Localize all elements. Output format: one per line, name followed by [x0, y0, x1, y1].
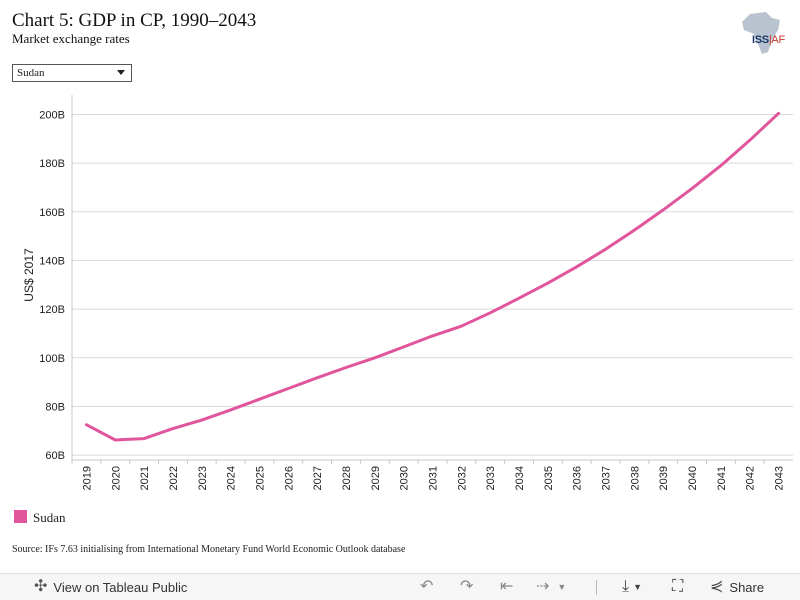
view-on-tableau-button[interactable]: ✣ View on Tableau Public [34, 578, 188, 595]
data-point[interactable] [571, 261, 583, 273]
data-point[interactable] [455, 320, 467, 332]
iss-logo: ISS|AF [752, 34, 785, 46]
y-tick-label: 140B [39, 255, 65, 267]
x-tick-label: 2040 [687, 466, 699, 490]
legend-swatch-sudan [14, 510, 27, 523]
redo-button[interactable]: ↷ [460, 579, 473, 595]
y-axis-label: US$ 2017 [22, 248, 36, 302]
data-point[interactable] [196, 414, 208, 426]
x-tick-label: 2033 [485, 466, 497, 490]
download-icon: ⤓ [622, 578, 630, 595]
tableau-logo-icon: ✣ [34, 578, 48, 595]
country-filter-value: Sudan [17, 67, 45, 79]
data-point[interactable] [167, 423, 179, 435]
data-point[interactable] [340, 362, 352, 374]
x-tick-label: 2020 [110, 466, 122, 490]
x-tick-label: 2039 [658, 466, 670, 490]
data-point[interactable] [657, 204, 669, 216]
data-point[interactable] [513, 292, 525, 304]
refresh-icon: ⇢ [536, 578, 550, 595]
y-tick-label: 60B [45, 450, 65, 462]
y-tick-label: 200B [39, 109, 65, 121]
data-point[interactable] [715, 160, 727, 172]
series-layer [80, 107, 785, 446]
download-button[interactable]: ⤓ ▼ [622, 578, 642, 595]
chart-title: Chart 5: GDP in CP, 1990–2043 [12, 10, 257, 31]
x-tick-label: 2027 [312, 466, 324, 490]
chart-subtitle: Market exchange rates [12, 31, 130, 46]
x-tick-label: 2029 [370, 466, 382, 490]
redo-icon: ↷ [460, 578, 474, 595]
x-tick-label: 2034 [514, 466, 526, 490]
y-tick-label: 120B [39, 304, 65, 316]
tableau-toolbar: ✣ View on Tableau Public ↶ ↷ ⇤ ⇢ ▼ ⤓ ▼ ⛶ ⋞… [0, 573, 800, 600]
y-tick-label: 180B [39, 158, 65, 170]
x-tick-label: 2019 [81, 466, 93, 490]
data-point[interactable] [542, 277, 554, 289]
chevron-down-icon [117, 70, 125, 75]
data-point[interactable] [628, 224, 640, 236]
data-point[interactable] [80, 419, 92, 431]
series-line-sudan[interactable] [84, 111, 781, 442]
x-tick-label: 2031 [428, 466, 440, 490]
x-tick-label: 2021 [139, 466, 151, 490]
data-point[interactable] [109, 434, 121, 446]
x-tick-label: 2043 [774, 466, 786, 490]
x-tick-label: 2022 [168, 466, 180, 490]
x-tick-label: 2035 [543, 466, 555, 490]
source-note: Source: IFs 7.63 initialising from Inter… [12, 544, 406, 555]
fullscreen-icon: ⛶ [672, 578, 684, 595]
refresh-button[interactable]: ⇢ ▼ [536, 578, 567, 595]
y-tick-label: 80B [45, 401, 65, 413]
grid-layer [72, 113, 793, 456]
undo-icon: ↶ [420, 578, 434, 595]
x-tick-label: 2026 [283, 466, 295, 490]
data-point[interactable] [253, 393, 265, 405]
data-point[interactable] [398, 341, 410, 353]
data-point[interactable] [369, 352, 381, 364]
data-point[interactable] [427, 330, 439, 342]
legend-label-sudan: Sudan [33, 510, 66, 525]
data-point[interactable] [600, 243, 612, 255]
data-point[interactable] [138, 433, 150, 445]
gdp-line-chart: 60B 80B 100B 120B 140B 160B 180B 200B 2019 2020 20… [22, 95, 793, 490]
data-point[interactable] [744, 134, 756, 146]
fullscreen-button[interactable]: ⛶ [672, 579, 683, 595]
data-point[interactable] [225, 404, 237, 416]
x-tick-label: 2025 [254, 466, 266, 490]
share-button[interactable]: ⋞ Share [710, 578, 765, 595]
x-tick-label: 2032 [456, 466, 468, 490]
x-tick-label: 2037 [601, 466, 613, 490]
data-point[interactable] [686, 182, 698, 194]
share-icon: ⋞ [710, 578, 724, 595]
y-tick-label: 100B [39, 353, 65, 365]
data-point[interactable] [484, 307, 496, 319]
toolbar-divider [596, 580, 597, 595]
x-tick-label: 2023 [197, 466, 209, 490]
y-tick-label: 160B [39, 207, 65, 219]
axis-layer: 60B 80B 100B 120B 140B 160B 180B 200B 2019 2020 20… [39, 95, 793, 490]
data-point[interactable] [773, 107, 785, 119]
revert-icon: ⇤ [500, 578, 514, 595]
legend: Sudan [14, 510, 66, 526]
revert-button[interactable]: ⇤ [500, 579, 513, 595]
africa-map-icon [742, 12, 780, 54]
x-tick-label: 2038 [629, 466, 641, 490]
x-tick-label: 2028 [341, 466, 353, 490]
x-tick-label: 2036 [572, 466, 584, 490]
country-filter-dropdown[interactable]: Sudan [12, 64, 132, 82]
x-tick-label: 2041 [716, 466, 728, 490]
data-point[interactable] [282, 382, 294, 394]
x-tick-label: 2030 [399, 466, 411, 490]
data-point[interactable] [311, 372, 323, 384]
x-tick-label: 2042 [745, 466, 757, 490]
x-tick-label: 2024 [226, 466, 238, 490]
undo-button[interactable]: ↶ [420, 579, 433, 595]
